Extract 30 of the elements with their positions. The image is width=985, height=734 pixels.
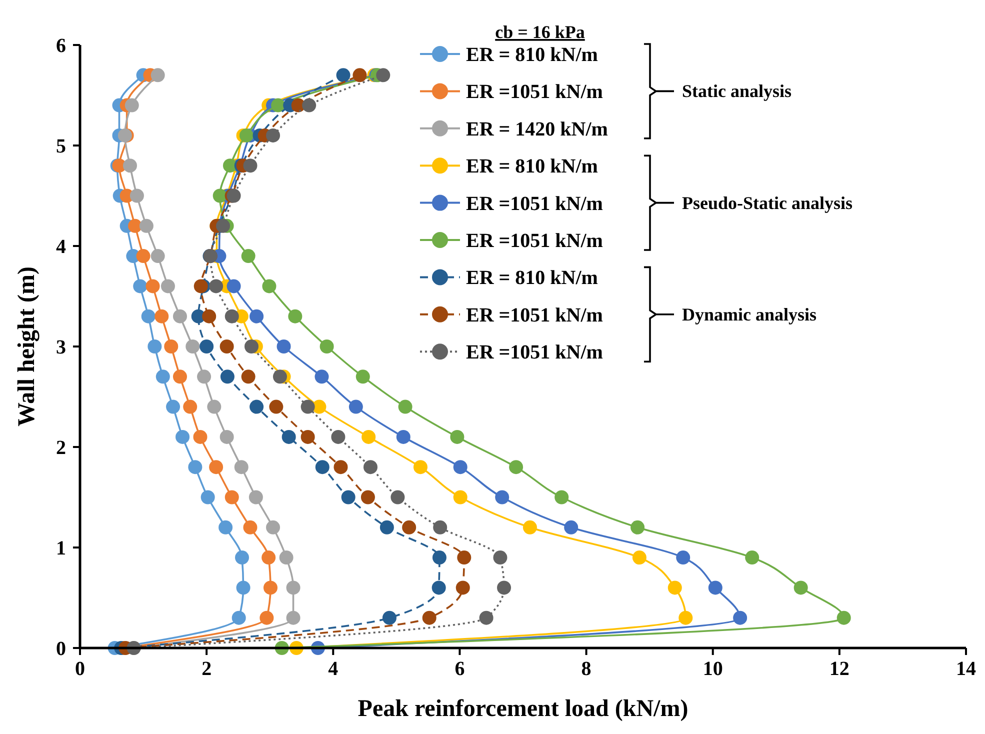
legend-label: ER =1051 kN/m	[466, 81, 604, 104]
y-tick-label: 2	[56, 437, 66, 459]
annotation: Static analysis	[682, 81, 792, 102]
x-tick-label: 14	[956, 658, 976, 680]
legend-title: cb = 16 kPa	[495, 22, 585, 42]
legend-label: ER =1051 kN/m	[466, 230, 604, 252]
y-tick-label: 4	[56, 236, 66, 258]
y-tick-label: 1	[56, 538, 66, 560]
y-tick-label: 0	[56, 638, 66, 660]
x-axis-title: Peak reinforcement load (kN/m)	[358, 696, 688, 722]
legend-label: ER = 1420 kN/m	[466, 118, 608, 140]
x-tick-label: 6	[454, 658, 465, 680]
x-tick-label: 12	[829, 658, 850, 680]
legend-label: ER = 810 kN/m	[466, 156, 598, 178]
y-tick-label: 3	[56, 336, 66, 358]
x-tick-label: 4	[328, 658, 338, 680]
legend-label: ER = 810 kN/m	[466, 44, 598, 66]
legend-label: ER =1051 kN/m	[466, 342, 604, 364]
x-tick-label: 8	[581, 658, 592, 680]
x-tick-label: 2	[202, 658, 212, 680]
y-axis-title: Wall height (m)	[14, 266, 40, 426]
legend-label: ER = 810 kN/m	[466, 267, 598, 290]
y-tick-label: 5	[56, 136, 66, 158]
x-tick-label: 10	[702, 658, 723, 680]
annotation: Dynamic analysis	[682, 304, 817, 324]
y-tick-label: 6	[56, 35, 66, 57]
x-tick-label: 0	[75, 658, 85, 680]
annotation: Pseudo-Static analysis	[682, 192, 853, 213]
legend-label: ER =1051 kN/m	[466, 304, 604, 326]
legend-label: ER =1051 kN/m	[466, 192, 604, 215]
